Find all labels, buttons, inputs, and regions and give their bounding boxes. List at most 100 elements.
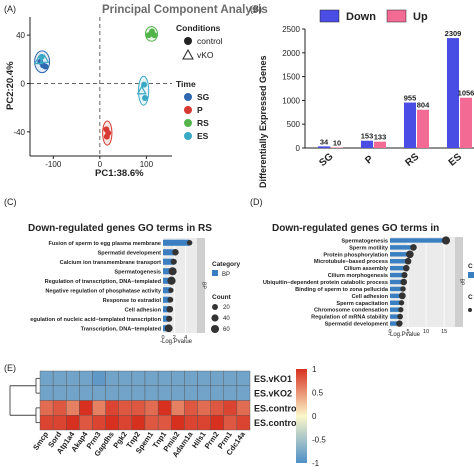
- pca-point-es: [39, 54, 50, 63]
- heatmap-cell: [66, 370, 80, 386]
- heatmap-cell: [66, 400, 80, 416]
- go-rs-x-label: -Log.Pvalue: [160, 339, 193, 345]
- heatmap-cell: [236, 400, 251, 416]
- panel-label-b: (B): [250, 4, 262, 14]
- pca-legend-symbol-circle: [184, 37, 192, 45]
- go-es-title: Down-regulated genes GO terms in: [272, 223, 439, 234]
- deg-legend-label: Down: [346, 11, 376, 23]
- go-x-tick-label: 0: [388, 329, 391, 335]
- go-es-legend-count-title: C: [468, 294, 473, 301]
- go-bar: [163, 249, 176, 256]
- pca-panel: Principal Component Analysis PC1:38.6% P…: [5, 4, 268, 179]
- deg-bar-label: 133: [374, 133, 387, 142]
- heatmap-cell: [52, 370, 67, 386]
- go-rs-legend-count-label: 40: [223, 316, 230, 322]
- pca-x-tick-label: 0: [98, 160, 103, 169]
- pca-y-tick-label: -40: [13, 128, 25, 137]
- panel-label-a: (A): [4, 4, 16, 14]
- go-count-dot: [398, 307, 404, 313]
- go-bar: [390, 245, 414, 250]
- go-es-panel: Down-regulated genes GO terms in BP Sperm…: [263, 223, 474, 338]
- go-bar: [163, 268, 173, 275]
- pca-legend-time-label: P: [197, 105, 203, 115]
- pca-x-tick-label: -100: [45, 160, 62, 169]
- heatmap-scale-tick-label: 0: [312, 412, 317, 421]
- deg-category-label: ES: [447, 151, 465, 168]
- go-bar: [390, 238, 446, 243]
- deg-bar-down-es: [447, 38, 459, 148]
- heatmap-cell: [79, 400, 93, 416]
- go-count-dot: [398, 292, 406, 300]
- go-rs-legend-category-label: BP: [222, 272, 230, 278]
- heatmap-scale-tick-label: -1: [312, 459, 320, 468]
- panel-label-d: (D): [250, 197, 263, 207]
- pca-legend-condition-label: control: [197, 36, 223, 46]
- go-es-legend: CC: [468, 263, 474, 312]
- heatmap-cell: [223, 400, 238, 416]
- heatmap-cell: [171, 385, 185, 401]
- go-rs-legend: Category BP Count 20 40 60: [210, 261, 241, 334]
- go-bar: [390, 307, 401, 312]
- deg-bar-down-sg: [318, 146, 330, 148]
- pca-x-tick-label: 100: [140, 160, 154, 169]
- panel-label-e: (E): [4, 363, 16, 373]
- heatmap-cell: [236, 385, 251, 401]
- heatmap-cell: [39, 400, 54, 416]
- go-x-tick-label: 4: [184, 335, 187, 341]
- deg-y-tick-label: 2000: [282, 49, 300, 58]
- pca-legend-swatch-sg: [184, 93, 192, 101]
- heatmap-row-label: ES.control2: [254, 418, 304, 428]
- heatmap-cell: [52, 385, 67, 401]
- heatmap-cell: [171, 400, 185, 416]
- heatmap-cell: [184, 400, 198, 416]
- go-bar: [163, 306, 170, 313]
- go-term-label: Calcium ion transmembrane transport: [60, 260, 161, 266]
- go-count-dot: [403, 264, 410, 272]
- deg-legend-swatch-up: [386, 9, 407, 23]
- heatmap-cell: [118, 415, 133, 431]
- go-bar: [163, 315, 170, 322]
- heatmap-scale-tick-label: 0.5: [312, 389, 324, 398]
- heatmap-cell: [223, 385, 238, 401]
- go-bar: [390, 300, 402, 305]
- go-count-dot: [186, 240, 193, 246]
- go-rs-legend-category-title: Category: [212, 261, 241, 268]
- heatmap-cell: [131, 400, 146, 416]
- pca-point-es: [141, 81, 148, 88]
- pca-legend-time-label: RS: [197, 118, 209, 128]
- go-bar: [390, 259, 409, 264]
- heatmap-cell: [144, 400, 159, 416]
- go-term-label: Spermatid development: [325, 322, 389, 328]
- go-count-dot: [167, 296, 174, 303]
- go-term-label: Regulation of mRNA stability: [311, 315, 389, 321]
- pca-legend-time-title: Time: [176, 79, 196, 89]
- heatmap-cell: [197, 415, 211, 431]
- heatmap-cell: [144, 415, 159, 431]
- go-facet-strip: [197, 238, 205, 333]
- go-count-dot: [172, 249, 179, 256]
- go-bar: [163, 258, 174, 265]
- heatmap-cell: [184, 415, 198, 431]
- deg-y-tick-label: 1000: [282, 96, 300, 105]
- go-count-dot: [404, 257, 412, 265]
- heatmap-scale-bar: [296, 369, 307, 463]
- deg-bar-label: 1056: [458, 89, 474, 98]
- deg-bar-up-rs: [417, 109, 429, 148]
- go-term-label: Chromosome condensation: [314, 308, 389, 314]
- go-term-label: Fusion of sperm to egg plasma membrane: [48, 241, 161, 247]
- heatmap-cell: [210, 415, 224, 431]
- heatmap-cell: [144, 370, 159, 386]
- deg-legend: Down Up: [319, 9, 428, 23]
- go-term-label: Protein phosphorylation: [323, 252, 388, 258]
- go-count-dot: [410, 244, 417, 251]
- go-term-label: Sperm motility: [349, 245, 389, 251]
- heatmap-cell: [79, 370, 93, 386]
- go-count-dot: [164, 324, 173, 333]
- go-es-x-label: -Log.Pvalue: [388, 332, 421, 338]
- pca-y-tick-label: 0: [21, 79, 26, 88]
- pca-point-p: [103, 133, 110, 140]
- heatmap-cell: [157, 385, 172, 401]
- heatmap-cell: [39, 415, 54, 431]
